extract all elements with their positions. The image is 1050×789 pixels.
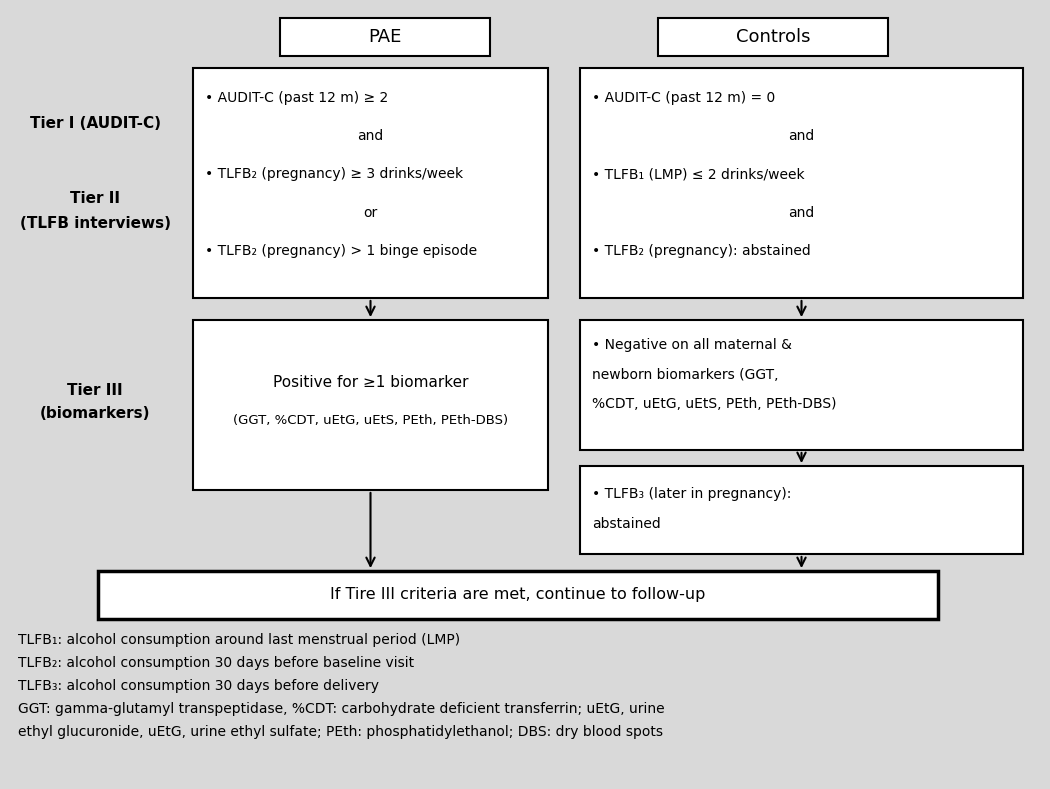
Text: (biomarkers): (biomarkers) bbox=[40, 406, 150, 421]
Text: ethyl glucuronide, uEtG, urine ethyl sulfate; PEth: phosphatidylethanol; DBS: dr: ethyl glucuronide, uEtG, urine ethyl sul… bbox=[18, 725, 663, 739]
Text: PAE: PAE bbox=[369, 28, 402, 46]
Text: newborn biomarkers (GGT,: newborn biomarkers (GGT, bbox=[592, 368, 778, 382]
Bar bbox=[580, 320, 1023, 450]
Text: TLFB₂: alcohol consumption 30 days before baseline visit: TLFB₂: alcohol consumption 30 days befor… bbox=[18, 656, 414, 670]
Text: Positive for ≥1 biomarker: Positive for ≥1 biomarker bbox=[273, 375, 468, 390]
Text: • TLFB₂ (pregnancy) ≥ 3 drinks/week: • TLFB₂ (pregnancy) ≥ 3 drinks/week bbox=[205, 167, 463, 181]
Bar bbox=[193, 320, 548, 490]
Text: • TLFB₂ (pregnancy): abstained: • TLFB₂ (pregnancy): abstained bbox=[592, 244, 811, 258]
Text: If Tire III criteria are met, continue to follow-up: If Tire III criteria are met, continue t… bbox=[331, 588, 706, 603]
Text: and: and bbox=[357, 129, 383, 143]
Text: (TLFB interviews): (TLFB interviews) bbox=[20, 215, 170, 230]
Bar bbox=[193, 68, 548, 298]
Text: Tier II: Tier II bbox=[70, 190, 120, 205]
Text: GGT: gamma-glutamyl transpeptidase, %CDT: carbohydrate deficient transferrin; uE: GGT: gamma-glutamyl transpeptidase, %CDT… bbox=[18, 702, 665, 716]
Text: Tier I (AUDIT-C): Tier I (AUDIT-C) bbox=[29, 115, 161, 130]
Text: • TLFB₁ (LMP) ≤ 2 drinks/week: • TLFB₁ (LMP) ≤ 2 drinks/week bbox=[592, 167, 804, 181]
Bar bbox=[580, 68, 1023, 298]
Text: TLFB₃: alcohol consumption 30 days before delivery: TLFB₃: alcohol consumption 30 days befor… bbox=[18, 679, 379, 693]
Bar bbox=[658, 18, 888, 56]
Text: • Negative on all maternal &: • Negative on all maternal & bbox=[592, 338, 792, 352]
Text: abstained: abstained bbox=[592, 517, 660, 531]
Text: Controls: Controls bbox=[736, 28, 811, 46]
Bar bbox=[98, 571, 938, 619]
Text: TLFB₁: alcohol consumption around last menstrual period (LMP): TLFB₁: alcohol consumption around last m… bbox=[18, 633, 460, 647]
Bar bbox=[580, 466, 1023, 554]
Text: • TLFB₂ (pregnancy) > 1 binge episode: • TLFB₂ (pregnancy) > 1 binge episode bbox=[205, 244, 477, 258]
Text: (GGT, %CDT, uEtG, uEtS, PEth, PEth-DBS): (GGT, %CDT, uEtG, uEtS, PEth, PEth-DBS) bbox=[233, 413, 508, 427]
Text: and: and bbox=[789, 206, 815, 220]
Text: • AUDIT-C (past 12 m) ≥ 2: • AUDIT-C (past 12 m) ≥ 2 bbox=[205, 91, 388, 105]
Text: Tier III: Tier III bbox=[67, 383, 123, 398]
Bar bbox=[280, 18, 490, 56]
Text: • AUDIT-C (past 12 m) = 0: • AUDIT-C (past 12 m) = 0 bbox=[592, 91, 775, 105]
Text: and: and bbox=[789, 129, 815, 143]
Text: • TLFB₃ (later in pregnancy):: • TLFB₃ (later in pregnancy): bbox=[592, 487, 792, 501]
Text: or: or bbox=[363, 206, 378, 220]
Text: %CDT, uEtG, uEtS, PEth, PEth-DBS): %CDT, uEtG, uEtS, PEth, PEth-DBS) bbox=[592, 397, 837, 411]
